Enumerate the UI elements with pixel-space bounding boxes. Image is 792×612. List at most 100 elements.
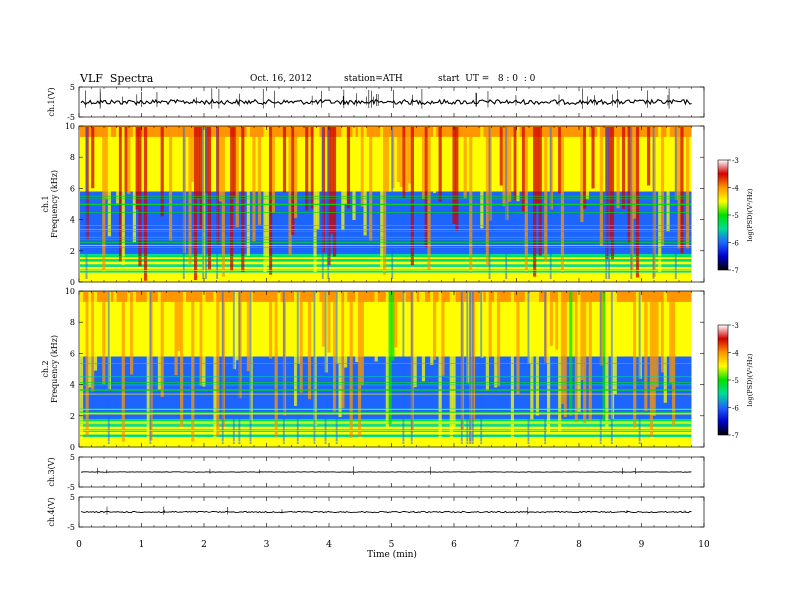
spectrogram-streak	[121, 292, 125, 443]
spectrogram-streak	[530, 292, 534, 420]
spectrogram-streak	[602, 292, 606, 421]
spectrogram-streak	[116, 127, 120, 204]
colorbar-layer: -3 -4 -5 -6 -7 log(PSD)(V²/Hz) -3 -4 -5 -6 -7 log(P…	[717, 157, 754, 440]
spectrogram-streak	[385, 292, 389, 430]
spectrogram-streak	[380, 127, 384, 270]
spectrogram-band	[80, 276, 692, 280]
spectrogram-streak	[499, 127, 503, 186]
spectrogram-band	[80, 279, 692, 283]
colorbar-tick-label: -7	[732, 432, 739, 440]
spectrogram-streak	[555, 292, 559, 350]
spectrogram-streak	[160, 292, 164, 397]
x-tick-label: 8	[576, 540, 582, 550]
spectrogram-streak	[608, 292, 612, 353]
spectrogram-streak	[199, 292, 203, 386]
spectrogram-streak	[160, 127, 164, 217]
spectrogram-streak	[282, 127, 287, 193]
spectrogram-streak	[635, 127, 640, 278]
spectrogram-streak	[221, 292, 224, 444]
spectrogram-streak	[605, 127, 608, 279]
spectrogram-streak	[327, 127, 330, 279]
spectrogram-streak	[191, 127, 195, 182]
spectrogram-streak	[405, 127, 409, 192]
colorbar-tick-label: -6	[732, 240, 739, 248]
spectrogram-streak	[663, 292, 667, 403]
spectrogram-streak	[369, 127, 373, 241]
spectrogram-streak	[627, 127, 631, 244]
spectrogram-streak	[513, 127, 517, 201]
spectrogram-streak	[460, 292, 463, 444]
spectrogram-streak	[438, 292, 442, 445]
spectrogram-streak	[455, 127, 459, 231]
colorbar-tick-label: -4	[732, 350, 739, 358]
spectrogram-band	[80, 444, 692, 448]
spectrogram-streak	[118, 127, 123, 262]
figure-title: VLF Spectra	[80, 72, 154, 85]
colorbar	[717, 159, 729, 271]
spectrogram-streak	[633, 127, 637, 219]
spectrogram-streak	[608, 127, 611, 279]
spectrogram-streak	[596, 127, 601, 183]
y-tick-label: -5	[67, 113, 75, 122]
spectrogram-streak	[521, 127, 526, 212]
spectrogram-band	[80, 431, 692, 435]
spectrogram-streak	[438, 127, 442, 202]
spectrogram-streak	[349, 292, 353, 438]
spectrogram-streak	[452, 127, 456, 225]
y-tick-label: -5	[67, 523, 75, 532]
spectrogram-streak	[332, 292, 337, 412]
y-tick-label: 10	[65, 122, 75, 131]
spectrogram-streak	[660, 292, 665, 373]
spectrogram-streak	[535, 292, 540, 416]
spectrogram-streak	[332, 127, 337, 258]
spectrogram-streak	[85, 292, 89, 437]
spectrogram-streak	[391, 127, 394, 279]
spectrogram-streak	[527, 292, 530, 444]
spectrogram-streak	[127, 292, 131, 355]
colorbar-tick-label: -5	[732, 212, 739, 220]
spectrogram-streak	[658, 127, 662, 275]
x-tick-label: 2	[201, 540, 207, 550]
spectrogram-streak	[599, 292, 602, 444]
spectrogram-streak	[138, 127, 142, 267]
spectrogram-streak	[605, 292, 609, 429]
spectrogram-streak	[558, 127, 562, 194]
spectrogram-streak	[335, 292, 338, 444]
spectrogram-streak	[613, 292, 617, 395]
spectrogram-streak	[232, 292, 235, 444]
spectrogram-streak	[357, 292, 362, 437]
y-tick-label: 8	[70, 318, 75, 327]
spectrogram-streak	[502, 127, 506, 207]
spectrogram-streak	[330, 127, 334, 234]
spectrogram-streak	[516, 292, 520, 395]
spectrogram-streak	[288, 127, 292, 256]
spectrogram-streak	[88, 292, 92, 388]
spectrogram-streak	[182, 127, 185, 279]
spectrogram-streak	[449, 292, 453, 439]
spectrogram-streak	[135, 127, 139, 210]
spectrogram-streak	[294, 127, 298, 219]
spectrogram-streak	[132, 292, 136, 354]
station-label: station=ATH	[344, 74, 403, 84]
spectrogram-streak	[652, 292, 656, 417]
spectrogram-streak	[310, 127, 314, 209]
spectrogram-band	[80, 441, 692, 445]
spectrogram-streak	[91, 292, 95, 392]
spectrogram-streak	[485, 292, 489, 391]
y-tick-label: 4	[70, 216, 75, 225]
spectrogram-streak	[388, 292, 392, 425]
x-tick-label: 4	[326, 540, 332, 550]
spectrogram-streak	[535, 127, 540, 204]
spectrogram-streak	[157, 292, 162, 391]
spectrogram-streak	[241, 127, 245, 273]
spectrogram-streak	[246, 127, 250, 256]
y-tick-label: 2	[70, 412, 75, 421]
spectrogram-streak	[107, 127, 111, 237]
x-tick-label: 6	[451, 540, 457, 550]
spectrogram-streak	[91, 127, 95, 189]
spectrogram-streak	[644, 292, 648, 411]
spectrogram-streak	[496, 292, 501, 387]
colorbar-label: log(PSD)(V²/Hz)	[746, 353, 754, 406]
y-tick-label: 5	[70, 493, 75, 502]
